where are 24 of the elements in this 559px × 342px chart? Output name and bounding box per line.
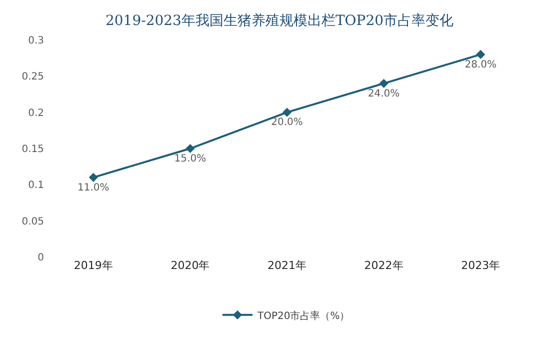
data-label: 15.0% [174, 153, 206, 164]
data-label: 20.0% [271, 117, 303, 128]
x-tick-label: 2020年 [170, 259, 210, 272]
y-tick-label: 0.2 [28, 108, 44, 119]
y-tick-label: 0.1 [28, 180, 44, 192]
x-tick-label: 2021年 [268, 259, 306, 272]
data-label: 11.0% [78, 182, 110, 194]
y-tick-label: 0.05 [22, 216, 44, 228]
point [186, 144, 195, 154]
point [88, 172, 98, 182]
y-tick-label: 0.3 [28, 36, 44, 46]
point [282, 108, 292, 117]
x-tick-label: 2019年 [74, 259, 113, 272]
point [379, 78, 388, 88]
y-tick-label: 0 [38, 252, 44, 264]
chart-title: 2019-2023年我国生猪养殖规模出栏TOP20市占率变化 [105, 13, 454, 30]
legend-label: TOP20市占率（%） [256, 310, 350, 322]
x-tick-label: 2023年 [461, 259, 500, 272]
x-tick-label: 2022年 [364, 259, 404, 272]
data-label: 24.0% [368, 88, 400, 100]
data-label: 28.0% [464, 59, 496, 70]
point [476, 50, 486, 60]
y-tick-label: 0.25 [22, 72, 44, 83]
y-tick-label: 0.15 [22, 144, 44, 155]
